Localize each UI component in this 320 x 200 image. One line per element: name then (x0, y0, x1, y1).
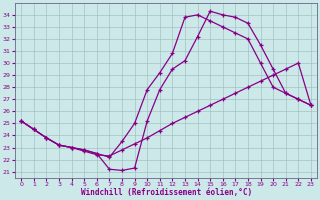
X-axis label: Windchill (Refroidissement éolien,°C): Windchill (Refroidissement éolien,°C) (81, 188, 252, 197)
